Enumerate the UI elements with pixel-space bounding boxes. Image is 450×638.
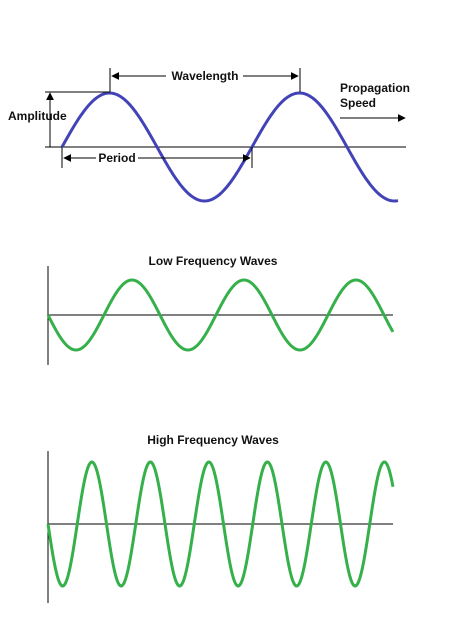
green-wave [46,278,395,352]
high-frequency-title: High Frequency Waves [147,433,279,447]
low-frequency-diagram: Low Frequency Waves [46,254,395,365]
high-frequency-diagram: High Frequency Waves [46,433,395,603]
blue-wave [60,91,399,203]
propagation-label: Propagation [340,81,410,95]
propagation-label: Speed [340,96,376,110]
amplitude-label: Amplitude [8,109,67,123]
low-frequency-title: Low Frequency Waves [149,254,278,268]
green-wave [46,460,395,588]
wavelength-label: Wavelength [172,69,239,83]
period-label: Period [98,151,135,165]
top-diagram: Wavelength Amplitude Period Propagation … [8,68,410,203]
